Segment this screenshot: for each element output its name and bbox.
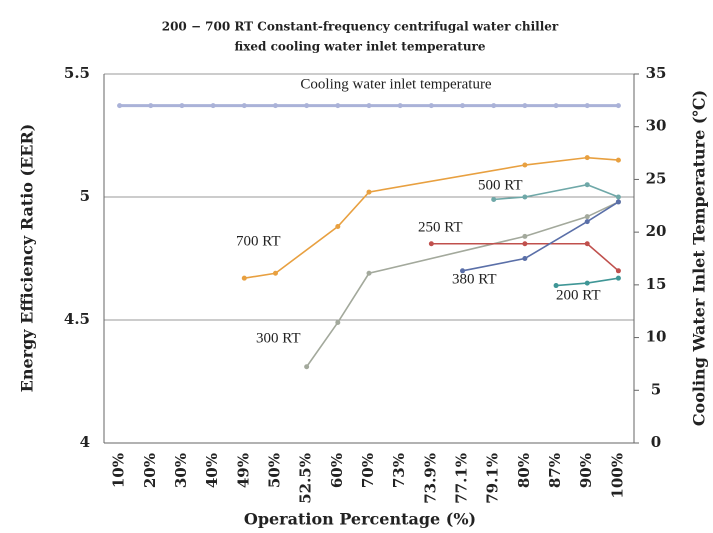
point	[366, 103, 372, 109]
point	[584, 182, 590, 188]
point	[584, 214, 590, 220]
y2-tick-label: 5	[651, 380, 661, 398]
point	[272, 103, 278, 109]
point	[615, 268, 621, 274]
series-label: 500 RT	[478, 177, 523, 193]
x-tick-label: 30%	[172, 453, 190, 488]
x-tick-label: 40%	[203, 453, 221, 488]
point	[335, 319, 341, 325]
y-tick-label: 4	[80, 433, 90, 451]
series-label: Cooling water inlet temperature	[300, 76, 492, 92]
point	[210, 103, 216, 109]
x-tick-label: 90%	[577, 453, 595, 488]
point	[522, 233, 528, 239]
y2-tick-label: 20	[646, 222, 667, 240]
x-tick-label: 79.1%	[484, 453, 502, 504]
point	[584, 155, 590, 161]
point	[522, 162, 528, 168]
x-tick-label: 100%	[608, 453, 626, 499]
series-line	[431, 242, 619, 272]
y2-tick-label: 15	[646, 275, 667, 293]
series-line	[244, 156, 619, 279]
point	[615, 275, 621, 281]
point	[304, 364, 310, 370]
point	[615, 199, 621, 205]
point	[428, 103, 434, 109]
series-line	[305, 201, 619, 368]
point	[335, 224, 341, 230]
point	[397, 103, 403, 109]
point	[272, 270, 278, 276]
y2-tick-label: 25	[646, 169, 667, 187]
point	[366, 270, 372, 276]
series-label: 380 RT	[452, 271, 497, 287]
y-tick-label: 5.5	[64, 64, 90, 82]
x-tick-label: 77.1%	[453, 453, 471, 504]
x-tick-label: 49%	[234, 453, 252, 488]
series-label: 200 RT	[556, 287, 601, 303]
point	[584, 241, 590, 247]
point	[366, 189, 372, 195]
series-label: 300 RT	[256, 330, 301, 346]
point	[117, 103, 123, 109]
point	[584, 103, 590, 109]
y-tick-label: 4.5	[64, 310, 90, 328]
point	[553, 103, 559, 109]
series-label: 250 RT	[418, 219, 463, 235]
point	[615, 194, 621, 200]
y-axis-label: Energy Efficiency Ratio (EER)	[18, 124, 37, 393]
point	[522, 103, 528, 109]
y2-tick-label: 0	[651, 433, 661, 451]
point	[304, 103, 310, 109]
series-line	[493, 183, 619, 201]
series-line	[462, 201, 619, 272]
y2-tick-label: 35	[646, 64, 667, 82]
point	[615, 157, 621, 163]
point	[615, 103, 621, 109]
point	[460, 103, 466, 109]
point	[522, 241, 528, 247]
point	[428, 241, 434, 247]
x-tick-label: 20%	[141, 453, 159, 488]
y2-tick-label: 30	[646, 117, 667, 135]
chart-title: 200 − 700 RT Constant-frequency centrifu…	[162, 20, 559, 34]
chart-title: fixed cooling water inlet temperature	[234, 40, 485, 54]
point	[179, 103, 185, 109]
point	[241, 103, 247, 109]
point	[553, 283, 559, 289]
x-tick-label: 60%	[328, 453, 346, 488]
x-tick-label: 87%	[546, 453, 564, 488]
x-tick-label: 73.9%	[421, 453, 439, 504]
x-tick-label: 50%	[265, 453, 283, 488]
point	[241, 275, 247, 281]
x-tick-label: 10%	[110, 453, 128, 488]
point	[148, 103, 154, 109]
point	[491, 103, 497, 109]
point	[460, 268, 466, 274]
x-tick-label: 80%	[515, 453, 533, 488]
point	[491, 196, 497, 202]
y-tick-label: 5	[80, 187, 90, 205]
x-tick-label: 70%	[359, 453, 377, 488]
x-tick-label: 52.5%	[297, 453, 315, 504]
point	[584, 280, 590, 286]
point	[584, 219, 590, 225]
point	[522, 194, 528, 200]
point	[522, 256, 528, 261]
x-tick-label: 73%	[390, 453, 408, 488]
x-axis-label: Operation Percentage (%)	[244, 510, 476, 529]
series-label: 700 RT	[236, 233, 281, 249]
y2-tick-label: 10	[646, 328, 667, 346]
point	[335, 103, 341, 109]
y2-axis-label: Cooling Water Inlet Temperature (℃)	[690, 90, 709, 426]
